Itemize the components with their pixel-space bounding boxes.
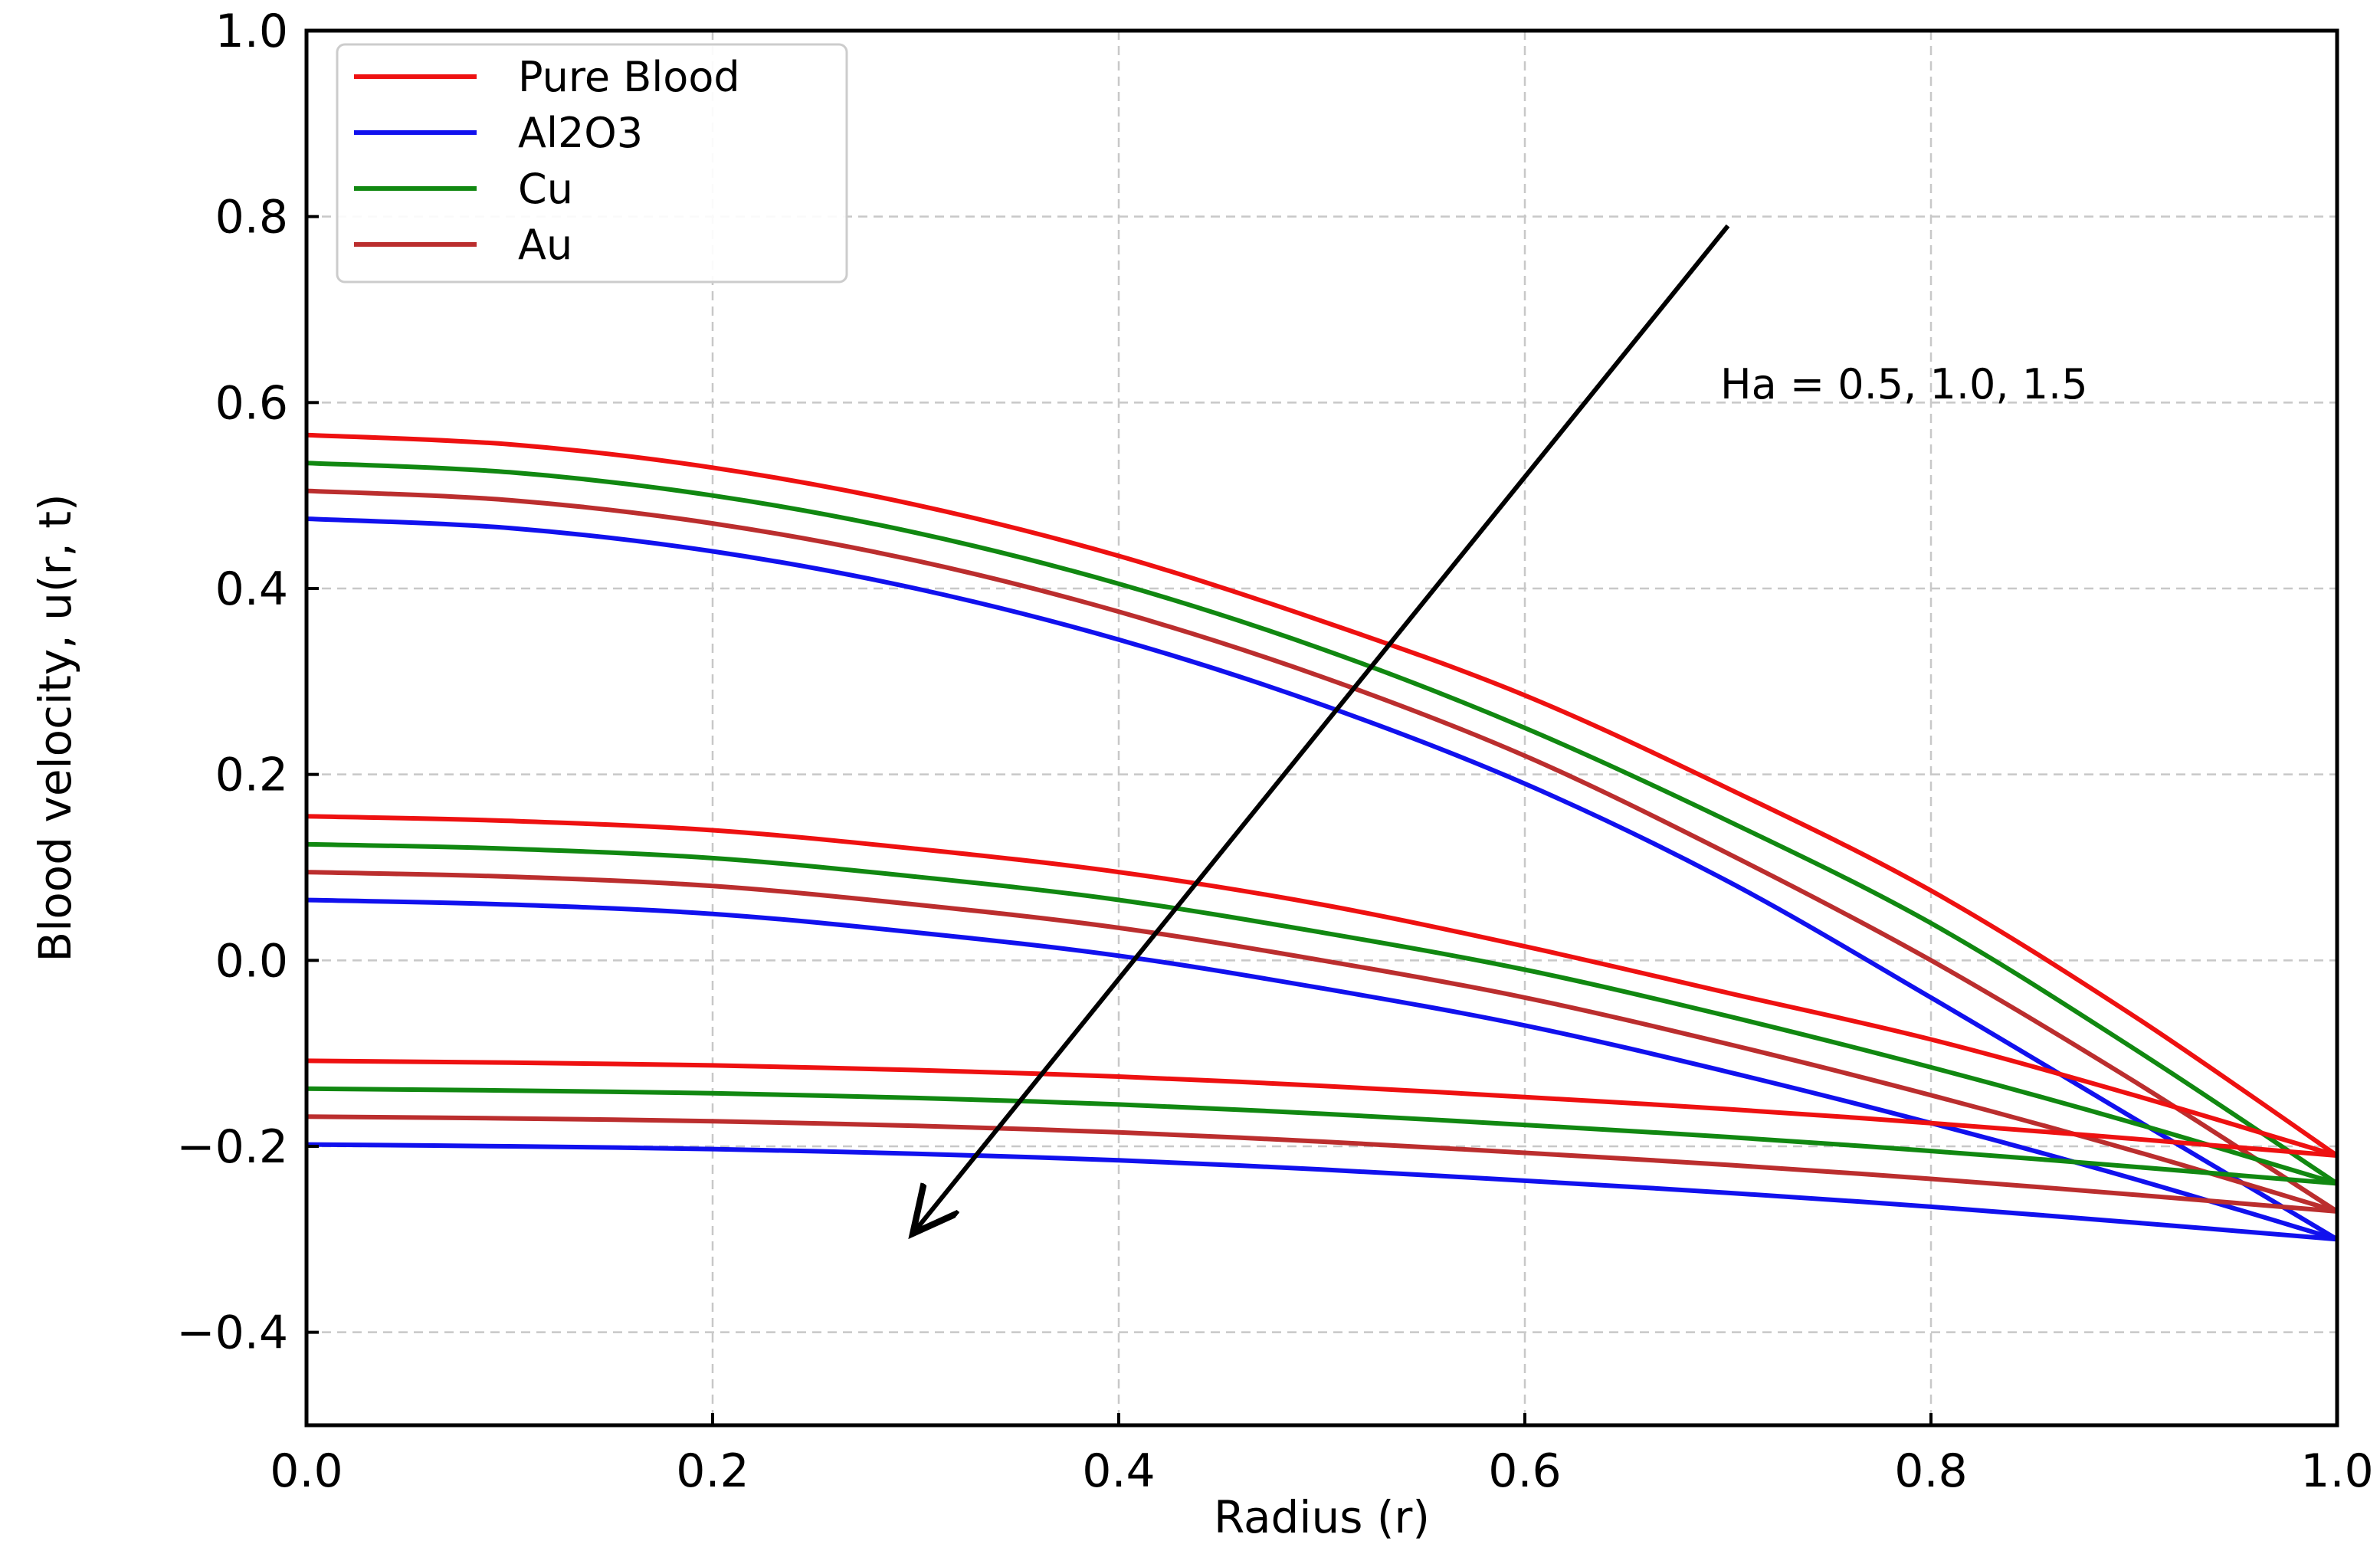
curve-au-ha-1-5 [307,1114,2337,1214]
curve-cu-ha-0-5 [307,461,2337,1186]
legend-label-cu: Cu [518,165,573,213]
y-tick-label: 0.4 [215,562,288,616]
x-tick-label: 0.4 [1082,1444,1155,1498]
y-tick-label: 1.0 [215,5,288,58]
curve-pure-blood-ha-1 [307,814,2337,1159]
x-tick-label: 0.2 [676,1444,749,1498]
curve-pure-blood-ha-0-5 [307,432,2337,1159]
legend-box [336,43,848,284]
ha-direction-arrow [916,224,1730,1230]
y-tick-label: 0.6 [215,376,288,430]
ha-annotation: Ha = 0.5, 1.0, 1.5 [916,224,2088,1230]
plot-frame [304,28,2339,1428]
curve-au-ha-0-5 [307,488,2337,1214]
y-tick-label: −0.2 [176,1120,288,1174]
x-tick-label: 0.6 [1488,1444,1561,1498]
curve-cu-ha-1 [307,841,2337,1186]
y-tick-label: 0.2 [215,749,288,802]
curve-cu-ha-1-5 [307,1086,2337,1186]
curve-al2o3-ha-1 [307,897,2337,1242]
curve-au-ha-1 [307,870,2337,1214]
curve-al2o3-ha-0-5 [307,516,2337,1242]
legend: Pure Blood Al2O3 Cu Au [336,43,848,284]
y-tick-label: 0.0 [215,934,288,988]
x-tick-label: 1.0 [2300,1444,2373,1498]
series-curves [307,432,2337,1242]
curve-pure-blood-ha-1-5 [307,1058,2337,1159]
ha-annotation-text: Ha = 0.5, 1.0, 1.5 [1720,360,2088,408]
x-axis-ticks: 0.0 0.2 0.4 0.6 0.8 1.0 [270,1413,2374,1498]
y-axis-label: Blood velocity, u(r, t) [29,493,81,962]
x-tick-label: 0.8 [1894,1444,1967,1498]
legend-label-au: Au [518,221,572,269]
curve-al2o3-ha-1-5 [307,1142,2337,1242]
y-axis-ticks: −0.4 −0.2 0.0 0.2 0.4 0.6 0.8 1.0 [176,5,319,1360]
x-axis-label: Radius (r) [1214,1491,1430,1543]
x-tick-label: 0.0 [270,1444,343,1498]
y-tick-label: 0.8 [215,191,288,244]
legend-label-al2o3: Al2O3 [518,109,643,157]
y-tick-label: −0.4 [176,1306,288,1360]
legend-label-pure-blood: Pure Blood [518,53,740,101]
